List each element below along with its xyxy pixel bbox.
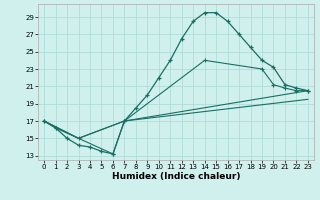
X-axis label: Humidex (Indice chaleur): Humidex (Indice chaleur) (112, 172, 240, 181)
